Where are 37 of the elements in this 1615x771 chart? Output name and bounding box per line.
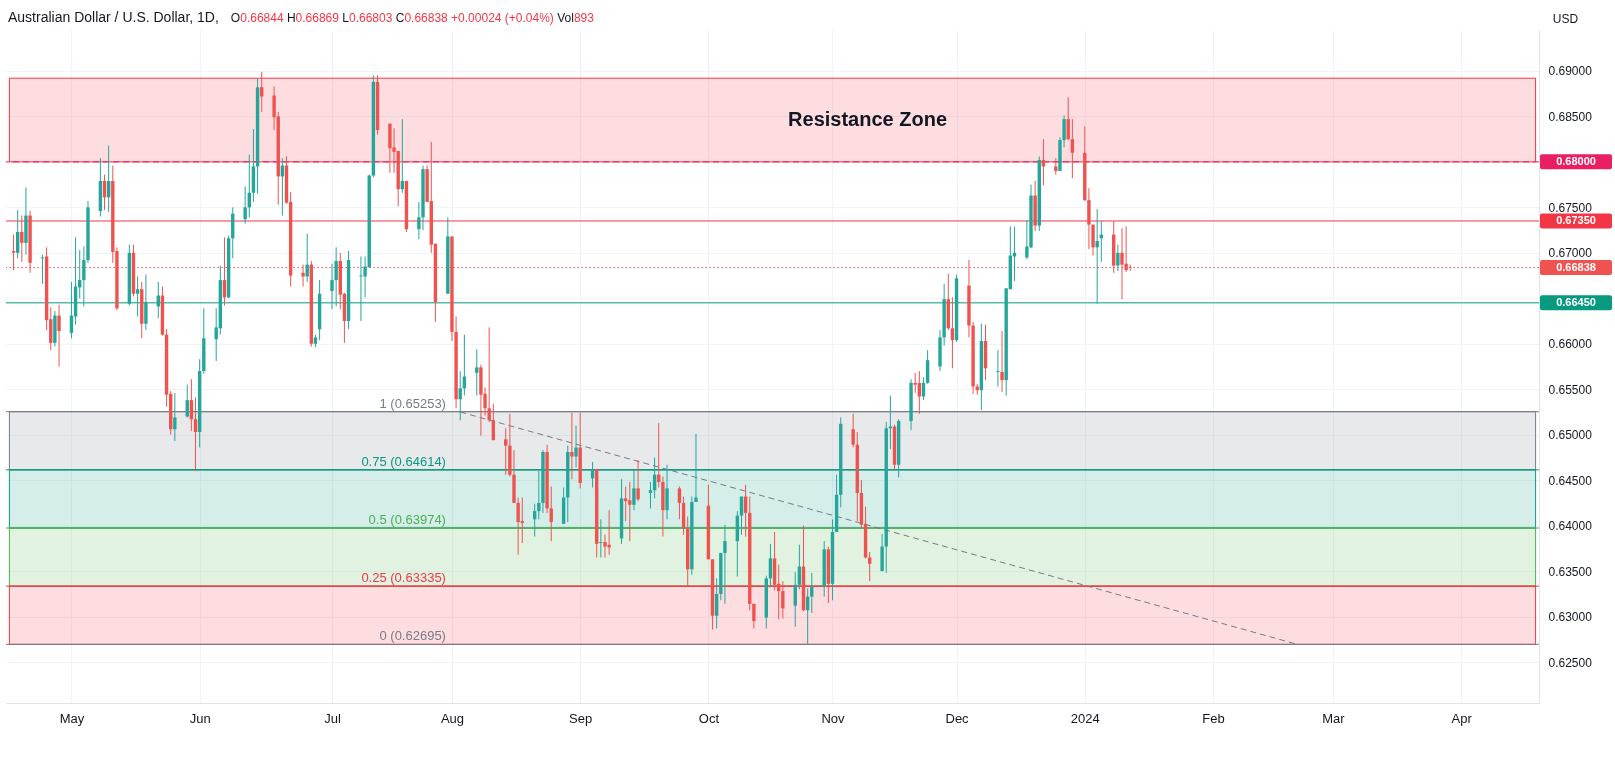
y-tick-label: 0.67000 xyxy=(1548,246,1593,261)
y-tick-label: 0.63500 xyxy=(1548,564,1593,579)
chart-title: Australian Dollar / U.S. Dollar, 1D, xyxy=(8,9,219,25)
x-tick-label: Dec xyxy=(945,710,970,726)
x-tick-label: Sep xyxy=(569,710,593,726)
x-tick-label: Nov xyxy=(821,710,846,726)
x-tick-label: May xyxy=(59,710,85,726)
x-tick-label: Oct xyxy=(698,710,720,726)
x-tick-label: Feb xyxy=(1202,710,1225,726)
x-tick-label: 2024 xyxy=(1070,710,1100,726)
band-label: Resistance Zone xyxy=(788,108,948,131)
x-tick-label: Aug xyxy=(440,710,465,726)
annotation: 0.75 (0.64614) xyxy=(361,453,446,469)
text: O0.66844 H0.66869 L0.66803 C0.66838 +0.00024 (+0.04%) Vol893 xyxy=(230,11,594,25)
y-tick-label: 0.65500 xyxy=(1548,382,1593,397)
y-tick-label: 0.65000 xyxy=(1548,428,1593,443)
y-tick-label: 0.67500 xyxy=(1548,200,1593,215)
ref-line-label: 0.66838 xyxy=(1556,260,1596,273)
x-tick-label: Jun xyxy=(189,710,211,726)
annotation: 1 (0.65253) xyxy=(379,395,446,411)
y-tick-label: 0.69000 xyxy=(1548,64,1593,79)
x-tick-label: Apr xyxy=(1451,710,1473,726)
ref-line-label: 0.68000 xyxy=(1556,154,1596,167)
annotation: 0 (0.62695) xyxy=(379,628,446,644)
annotation: 0.25 (0.63335) xyxy=(361,570,446,586)
y-tick-label: 0.64000 xyxy=(1548,519,1593,534)
x-tick-label: Jul xyxy=(324,710,341,726)
ref-line-label: 0.66450 xyxy=(1556,295,1596,308)
ref-line-label: 0.67350 xyxy=(1556,213,1596,226)
y-tick-label: 0.68500 xyxy=(1548,109,1593,124)
y-tick-label: 0.62500 xyxy=(1548,655,1593,670)
y-tick-label: 0.66000 xyxy=(1548,337,1593,352)
y-axis-title: USD xyxy=(1552,11,1579,26)
y-tick-label: 0.64500 xyxy=(1548,473,1593,488)
y-tick-label: 0.63000 xyxy=(1548,610,1593,625)
annotation: 0.5 (0.63974) xyxy=(368,512,446,528)
x-tick-label: Mar xyxy=(1322,710,1346,726)
